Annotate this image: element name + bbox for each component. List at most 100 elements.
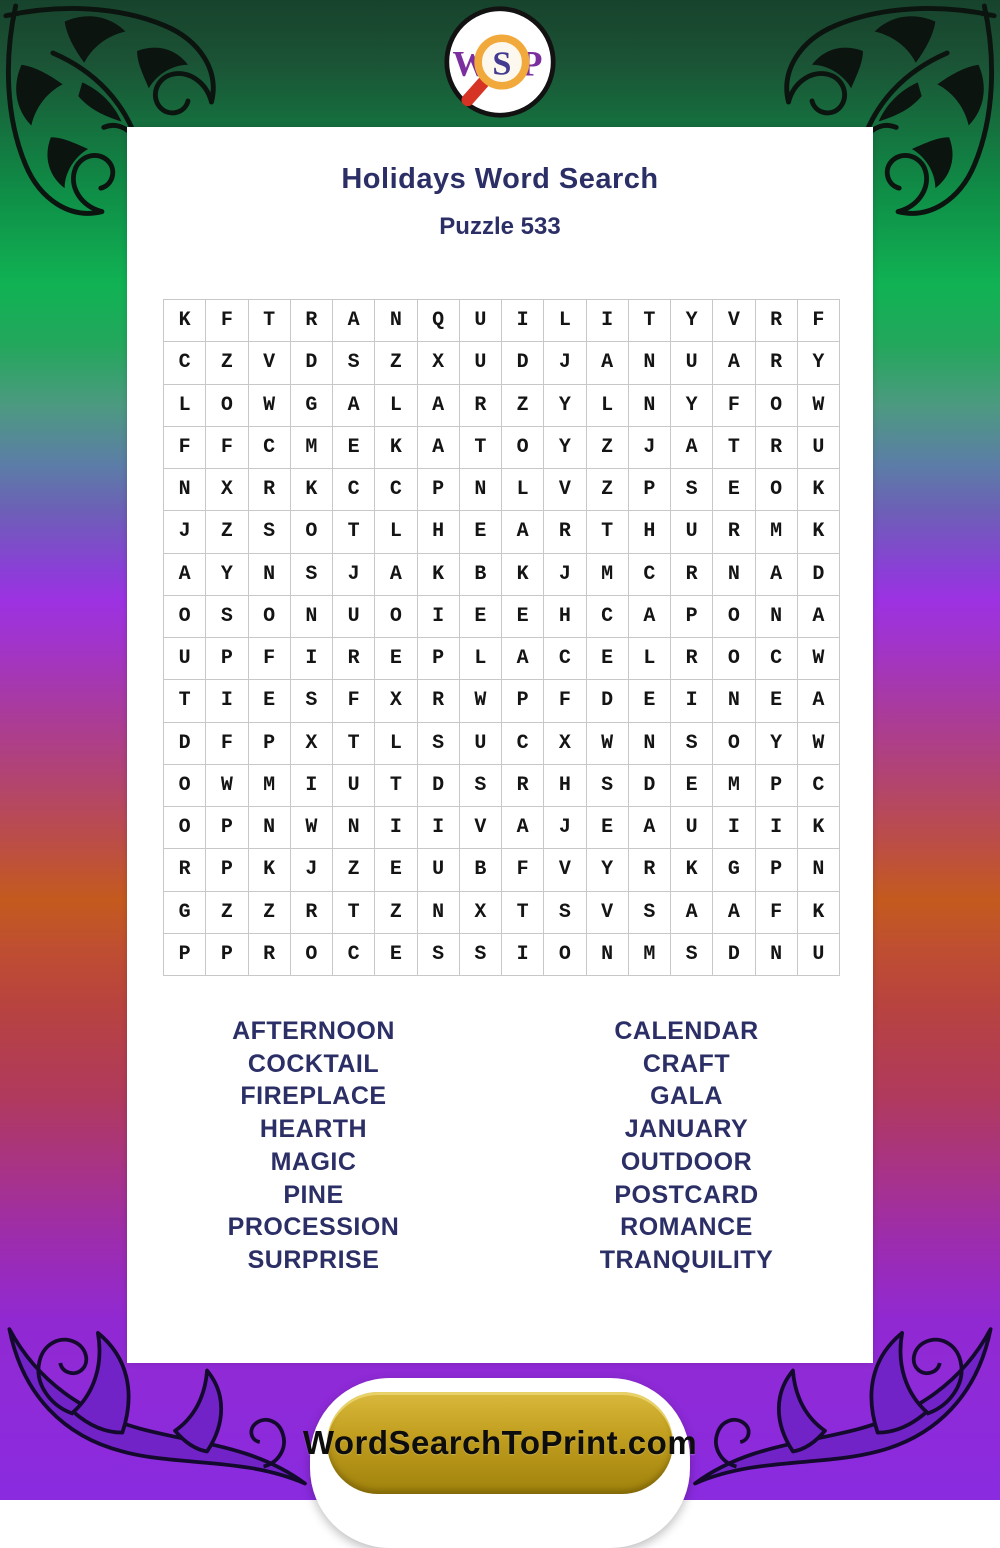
grid-cell: R xyxy=(502,764,544,806)
grid-cell: R xyxy=(755,300,797,342)
word-list-item: OUTDOOR xyxy=(620,1147,753,1176)
grid-cell: D xyxy=(164,722,206,764)
grid-cell: W xyxy=(797,638,839,680)
grid-cell: U xyxy=(797,933,839,975)
grid-cell: Y xyxy=(544,384,586,426)
grid-cell: O xyxy=(755,469,797,511)
grid-cell: H xyxy=(544,595,586,637)
grid-cell: T xyxy=(459,426,501,468)
grid-cell: S xyxy=(671,722,713,764)
grid-cell: P xyxy=(206,638,248,680)
word-list-item: CALENDAR xyxy=(614,1017,759,1045)
grid-cell: P xyxy=(755,764,797,806)
grid-cell: S xyxy=(671,469,713,511)
grid-cell: E xyxy=(586,638,628,680)
grid-cell: S xyxy=(544,891,586,933)
grid-cell: O xyxy=(713,722,755,764)
grid-cell: R xyxy=(248,933,290,975)
grid-cell: D xyxy=(797,553,839,595)
site-link-button[interactable]: WordSearchToPrint.com xyxy=(303,1378,697,1548)
grid-cell: A xyxy=(713,891,755,933)
grid-cell: X xyxy=(459,891,501,933)
grid-cell: J xyxy=(333,553,375,595)
grid-cell: P xyxy=(417,638,459,680)
grid-cell: D xyxy=(417,764,459,806)
grid-cell: A xyxy=(164,553,206,595)
grid-cell: O xyxy=(290,511,332,553)
grid-cell: F xyxy=(206,722,248,764)
grid-cell: E xyxy=(671,764,713,806)
grid-cell: Q xyxy=(417,300,459,342)
grid-cell: E xyxy=(459,595,501,637)
grid-cell: U xyxy=(671,342,713,384)
grid-cell: O xyxy=(375,595,417,637)
grid-cell: E xyxy=(375,849,417,891)
word-list-item: JANUARY xyxy=(624,1115,749,1144)
grid-cell: O xyxy=(713,595,755,637)
site-logo: W P S xyxy=(443,5,557,119)
grid-cell: P xyxy=(206,807,248,849)
grid-cell: E xyxy=(628,680,670,722)
grid-cell: I xyxy=(713,807,755,849)
grid-cell: F xyxy=(248,638,290,680)
grid-cell: O xyxy=(290,933,332,975)
grid-cell: F xyxy=(797,300,839,342)
grid-cell: R xyxy=(290,891,332,933)
grid-cell: K xyxy=(375,426,417,468)
grid-cell: A xyxy=(502,638,544,680)
grid-cell: Z xyxy=(206,511,248,553)
grid-cell: W xyxy=(459,680,501,722)
grid-cell: F xyxy=(502,849,544,891)
grid-cell: N xyxy=(797,849,839,891)
grid-cell: A xyxy=(333,300,375,342)
grid-cell: A xyxy=(375,553,417,595)
grid-cell: R xyxy=(628,849,670,891)
grid-cell: C xyxy=(586,595,628,637)
grid-cell: N xyxy=(755,595,797,637)
grid-cell: C xyxy=(797,764,839,806)
grid-cell: N xyxy=(164,469,206,511)
grid-cell: P xyxy=(502,680,544,722)
grid-cell: N xyxy=(628,722,670,764)
grid-cell: Z xyxy=(502,384,544,426)
grid-cell: L xyxy=(375,511,417,553)
grid-cell: B xyxy=(459,849,501,891)
grid-cell: I xyxy=(290,764,332,806)
grid-cell: Z xyxy=(333,849,375,891)
grid-cell: N xyxy=(290,595,332,637)
grid-cell: V xyxy=(544,849,586,891)
grid-cell: Y xyxy=(586,849,628,891)
grid-cell: U xyxy=(459,722,501,764)
grid-cell: M xyxy=(755,511,797,553)
grid-cell: X xyxy=(417,342,459,384)
grid-cell: N xyxy=(586,933,628,975)
grid-cell: S xyxy=(671,933,713,975)
grid-cell: L xyxy=(375,384,417,426)
grid-cell: U xyxy=(417,849,459,891)
grid-cell: P xyxy=(164,933,206,975)
grid-cell: R xyxy=(671,553,713,595)
grid-cell: F xyxy=(164,426,206,468)
grid-cell: K xyxy=(797,511,839,553)
grid-cell: R xyxy=(459,384,501,426)
grid-cell: T xyxy=(375,764,417,806)
grid-cell: R xyxy=(417,680,459,722)
grid-cell: N xyxy=(755,933,797,975)
grid-cell: F xyxy=(206,300,248,342)
grid-cell: H xyxy=(417,511,459,553)
grid-cell: I xyxy=(375,807,417,849)
grid-cell: A xyxy=(671,426,713,468)
grid-cell: F xyxy=(755,891,797,933)
grid-cell: A xyxy=(333,384,375,426)
grid-cell: K xyxy=(417,553,459,595)
grid-cell: W xyxy=(248,384,290,426)
grid-cell: L xyxy=(628,638,670,680)
grid-cell: L xyxy=(502,469,544,511)
grid-cell: G xyxy=(713,849,755,891)
site-link-label[interactable]: WordSearchToPrint.com xyxy=(303,1392,697,1494)
grid-cell: Y xyxy=(206,553,248,595)
grid-cell: R xyxy=(713,511,755,553)
grid-cell: U xyxy=(671,807,713,849)
grid-cell: P xyxy=(628,469,670,511)
